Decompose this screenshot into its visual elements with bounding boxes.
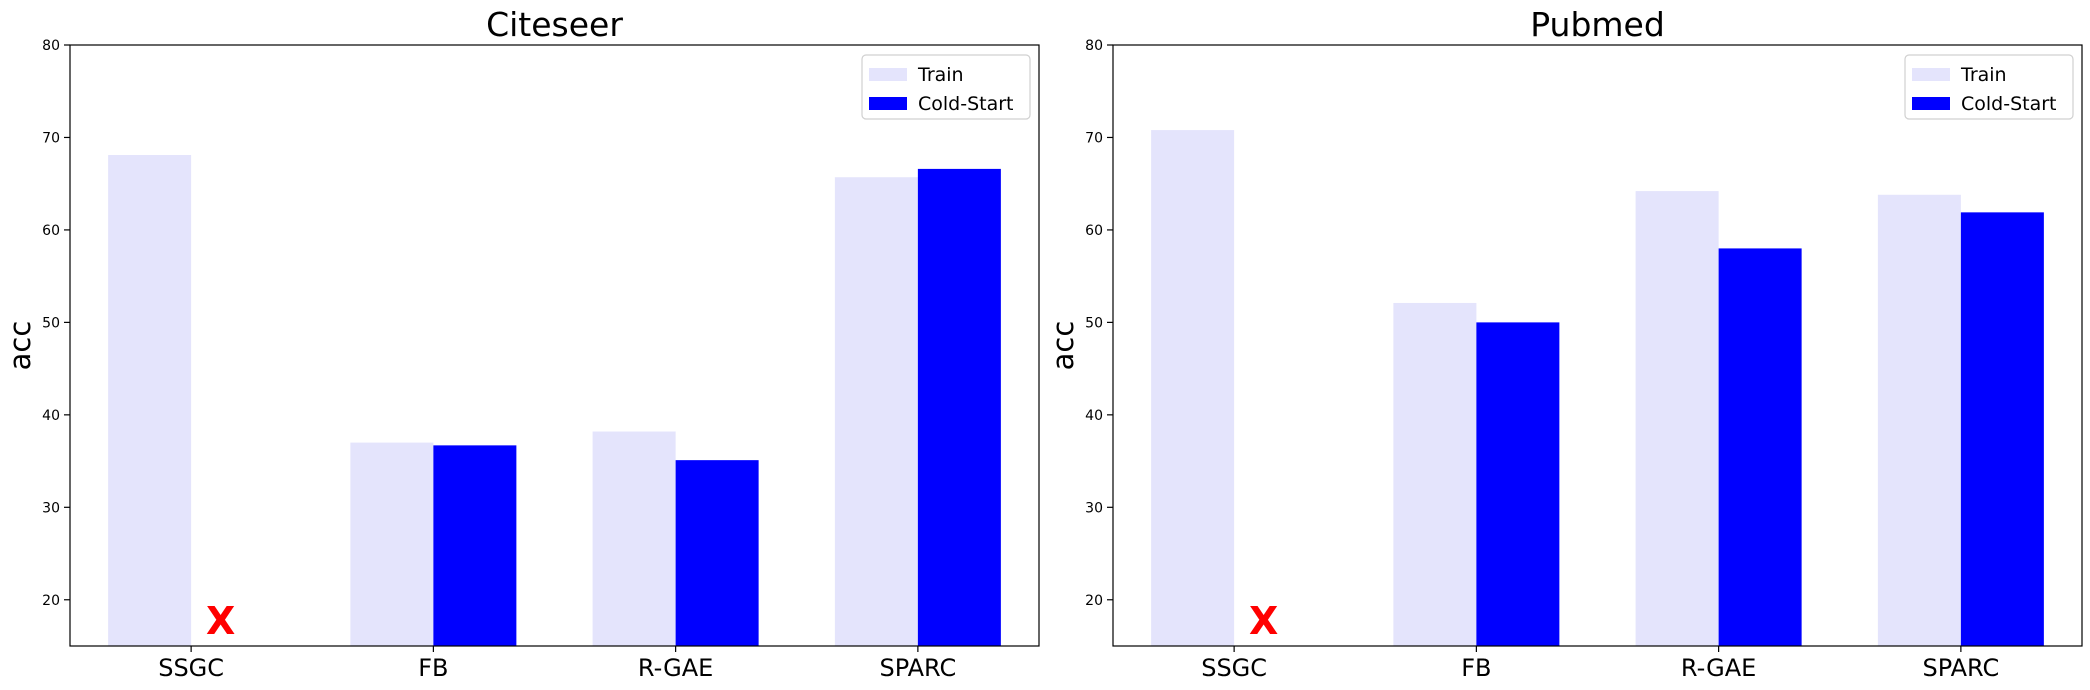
legend-swatch-train	[869, 68, 907, 81]
x-tick-label-ssgc: SSGC	[1201, 654, 1267, 682]
legend: Train Cold-Start	[861, 54, 1031, 120]
y-tick-label: 60	[42, 223, 60, 239]
legend-swatch-cold-start	[1912, 97, 1950, 110]
bar-cold-start-fb	[433, 445, 517, 646]
legend: Train Cold-Start	[1904, 54, 2074, 120]
y-tick-label: 80	[1085, 38, 1103, 54]
legend-label-train: Train	[1960, 64, 2007, 86]
bar-train-ssgc	[1151, 130, 1235, 646]
y-axis-label: acc	[1046, 321, 1080, 371]
x-tick-label-r-gae: R-GAE	[638, 654, 713, 682]
y-tick-label: 20	[42, 593, 60, 609]
y-tick-label: 70	[1085, 130, 1103, 146]
missing-value-marker: X	[206, 599, 235, 643]
plot-frame	[69, 44, 1040, 647]
bar-cold-start-r-gae	[1718, 248, 1802, 646]
y-tick-label: 50	[42, 315, 60, 331]
bar-cold-start-sparc	[1960, 212, 2044, 646]
chart-citeseer: X 20 30 40 50 60 70 80 SSGC FB R-GAE SPARC Citeseer a…	[3, 5, 1040, 682]
bar-train-r-gae	[1635, 191, 1719, 646]
x-tick-label-sparc: SPARC	[879, 654, 956, 682]
legend-label-cold-start: Cold-Start	[1961, 93, 2057, 115]
legend-swatch-train	[1912, 68, 1950, 81]
legend-label-cold-start: Cold-Start	[918, 93, 1014, 115]
bar-cold-start-sparc	[917, 168, 1001, 646]
bar-cold-start-r-gae	[675, 460, 759, 646]
x-tick-label-r-gae: R-GAE	[1681, 654, 1756, 682]
chart-title: Citeseer	[486, 5, 623, 44]
y-tick-label: 60	[1085, 223, 1103, 239]
bar-train-fb	[350, 442, 434, 646]
y-tick-label: 20	[1085, 593, 1103, 609]
y-tick-label: 50	[1085, 315, 1103, 331]
bar-train-r-gae	[592, 431, 676, 646]
bar-train-sparc	[834, 177, 918, 646]
plot-frame	[1112, 44, 2083, 647]
bar-train-sparc	[1877, 194, 1961, 646]
missing-value-marker: X	[1249, 599, 1278, 643]
y-tick-label: 80	[42, 38, 60, 54]
y-tick-label: 30	[1085, 500, 1103, 516]
bar-train-fb	[1393, 302, 1477, 646]
chart-title: Pubmed	[1530, 5, 1665, 44]
x-tick-label-fb: FB	[1461, 654, 1491, 682]
y-tick-label: 40	[42, 408, 60, 424]
y-axis-label: acc	[3, 321, 37, 371]
bar-train-ssgc	[108, 155, 192, 646]
x-tick-label-fb: FB	[418, 654, 448, 682]
chart-pubmed: X 20 30 40 50 60 70 80 SSGC FB R-GAE SPARC Pubmed acc…	[1046, 5, 2083, 682]
y-tick-label: 30	[42, 500, 60, 516]
y-tick-label: 40	[1085, 408, 1103, 424]
y-tick-label: 70	[42, 130, 60, 146]
bar-cold-start-fb	[1476, 322, 1560, 646]
x-tick-label-ssgc: SSGC	[158, 654, 224, 682]
x-tick-label-sparc: SPARC	[1922, 654, 1999, 682]
legend-swatch-cold-start	[869, 97, 907, 110]
legend-label-train: Train	[917, 64, 964, 86]
